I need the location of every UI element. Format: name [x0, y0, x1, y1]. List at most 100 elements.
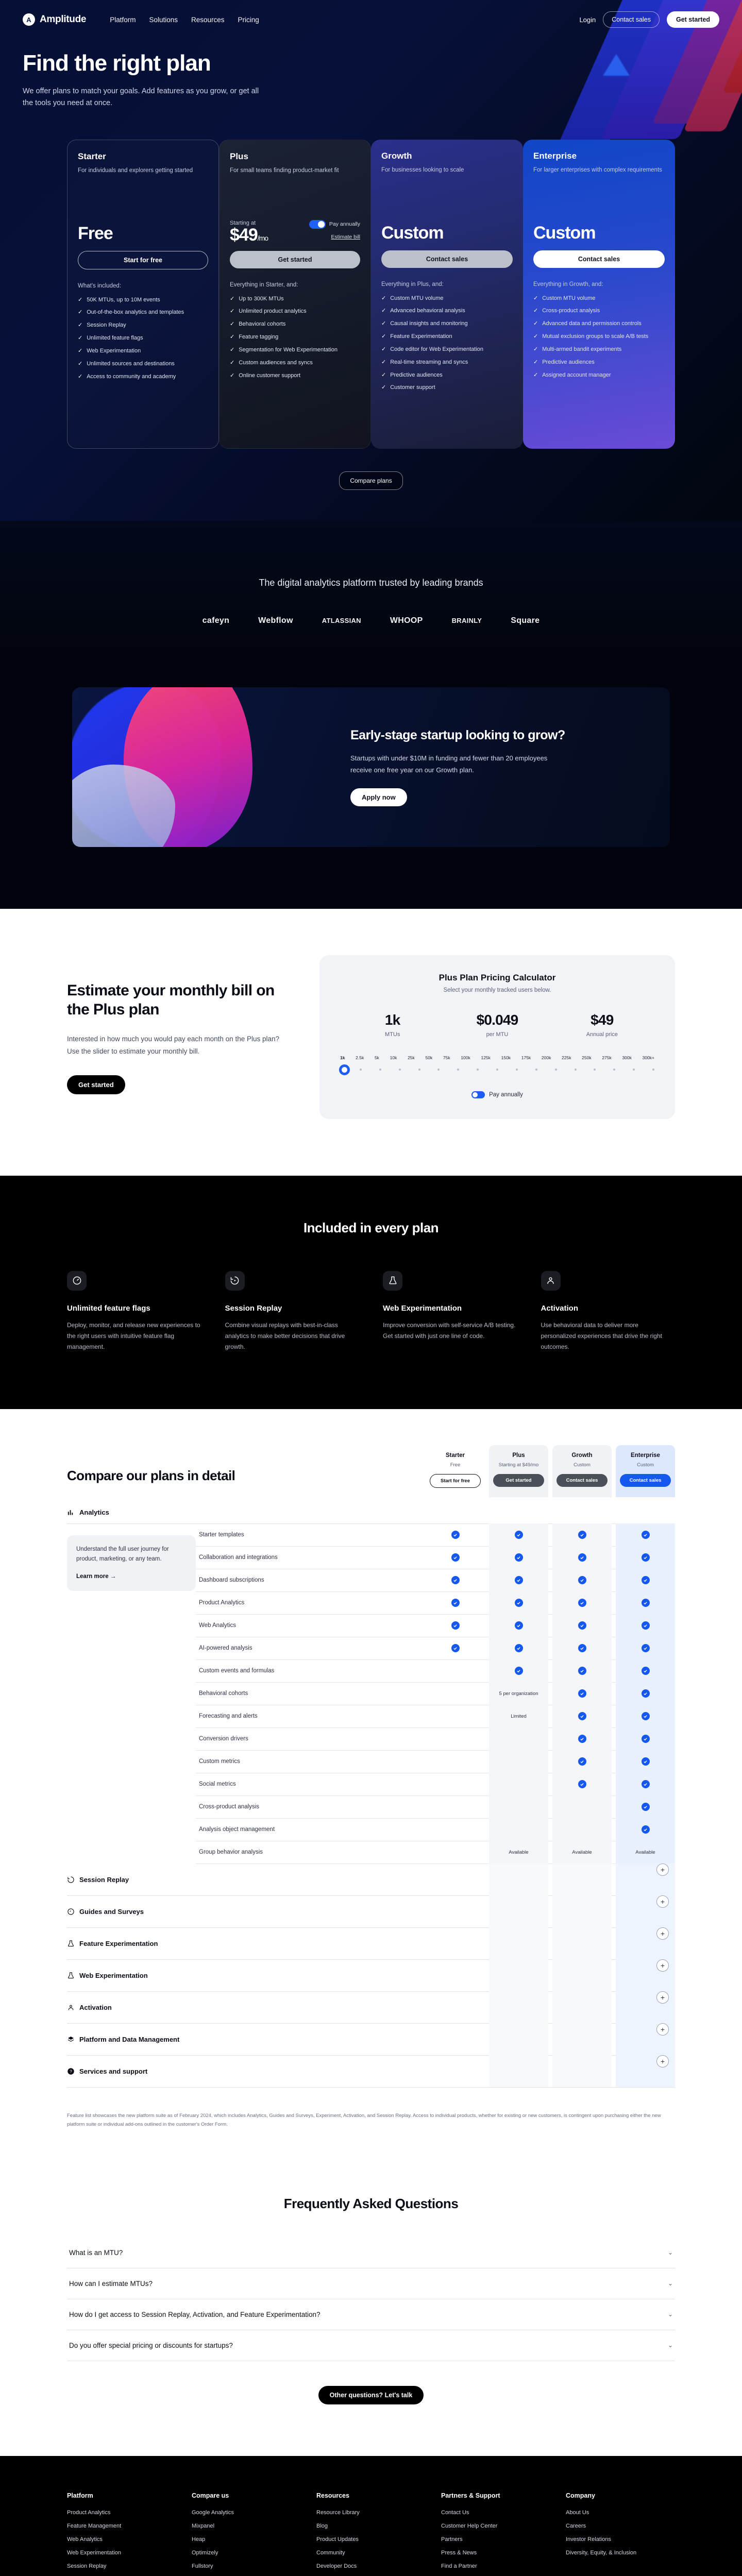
row-label: Collaboration and integrations [199, 1554, 278, 1561]
accordion-cell-growth [552, 1895, 612, 1928]
plan-feature-label: 50K MTUs, up to 10M events [87, 296, 160, 303]
row-label: Starter templates [199, 1532, 244, 1538]
plan-cta-enterprise[interactable]: Contact sales [533, 250, 665, 268]
check-icon [641, 1644, 650, 1653]
slider-handle[interactable] [339, 1064, 350, 1075]
footer-link[interactable]: Careers [566, 2522, 586, 2529]
analytics-learn-more-link[interactable]: Learn more → [76, 1573, 116, 1580]
accordion-cell-growth [552, 1863, 612, 1896]
accordion-row-feature-experimentation[interactable]: Feature Experimentation + [67, 1927, 675, 1960]
estimate-bill-link[interactable]: Estimate bill [331, 233, 360, 240]
plan-feature: ✓ Behavioral cohorts [230, 320, 360, 328]
feature-description: Deploy, monitor, and release new experie… [67, 1321, 200, 1350]
calculator-card: Plus Plan Pricing Calculator Select your… [319, 955, 675, 1119]
nav-item-pricing[interactable]: Pricing [238, 15, 259, 24]
accordion-row-services-and-support[interactable]: ? Services and support + [67, 2055, 675, 2088]
analytics-side-panel: Understand the full user journey for pro… [67, 1524, 196, 1864]
faq-contact-button[interactable]: Other questions? Let's talk [318, 2385, 424, 2404]
toggle-switch-icon [471, 1091, 485, 1098]
faq-item[interactable]: How can I estimate MTUs? ⌄ [67, 2268, 675, 2299]
check-icon: ✓ [78, 335, 83, 342]
compare-cta-plus[interactable]: Get started [493, 1473, 544, 1487]
footer-link[interactable]: Product Updates [316, 2536, 359, 2543]
footer-link[interactable]: Diversity, Equity, & Inclusion [566, 2549, 637, 2556]
plan-cta-growth[interactable]: Contact sales [381, 250, 513, 268]
accordion-expand-button[interactable]: + [656, 2023, 669, 2036]
compare-cell-starter [426, 1546, 485, 1569]
footer-link[interactable]: Customer Help Center [441, 2522, 498, 2529]
footer-link[interactable]: Press & News [441, 2549, 477, 2556]
footer-link[interactable]: Investor Relations [566, 2536, 612, 2543]
footer-link[interactable]: Fullstory [192, 2563, 213, 2569]
accordion-expand-button[interactable]: + [656, 1991, 669, 2004]
footer-link[interactable]: Blog [316, 2522, 328, 2529]
pay-annually-toggle[interactable]: Pay annually [309, 219, 360, 229]
check-icon [641, 1599, 650, 1607]
get-started-button[interactable]: Get started [667, 11, 719, 28]
starting-at-label: Starting at [230, 219, 256, 226]
category-header-analytics[interactable]: Analytics [67, 1497, 675, 1524]
accordion-expand-button[interactable]: + [656, 1959, 669, 1972]
compare-table-disclaimer: Feature list showcases the new platform … [67, 2112, 661, 2127]
accordion-expand-button[interactable]: + [656, 1895, 669, 1908]
footer-link[interactable]: Heap [192, 2536, 206, 2543]
amplitude-logo-icon: A [23, 13, 35, 26]
nav-item-solutions[interactable]: Solutions [149, 15, 178, 24]
footer-link[interactable]: Community [316, 2549, 345, 2556]
accordion-expand-button[interactable]: + [656, 1863, 669, 1876]
accordion-cell-plus [489, 1927, 548, 1960]
footer-link[interactable]: Feature Management [67, 2522, 122, 2529]
startup-promo-section: Early-stage startup looking to grow? Sta… [0, 661, 742, 909]
apply-now-button[interactable]: Apply now [350, 788, 407, 807]
contact-sales-button[interactable]: Contact sales [603, 11, 660, 28]
accordion-row-session-replay[interactable]: Session Replay + [67, 1863, 675, 1896]
nav-item-platform[interactable]: Platform [110, 15, 136, 24]
login-link[interactable]: Login [579, 15, 596, 24]
footer-link[interactable]: Contact Us [441, 2509, 469, 2516]
accordion-label: Guides and Surveys [79, 1907, 144, 1916]
calculator-annual-toggle[interactable]: Pay annually [340, 1091, 654, 1098]
calculator-get-started-button[interactable]: Get started [67, 1075, 125, 1095]
compare-cta-starter[interactable]: Start for free [430, 1473, 481, 1488]
tick-label: 75k [443, 1055, 450, 1060]
accordion-row-web-experimentation[interactable]: Web Experimentation + [67, 1959, 675, 1992]
footer-link[interactable]: Optimizely [192, 2549, 218, 2556]
feature-description: Improve conversion with self-service A/B… [383, 1321, 516, 1340]
faq-item[interactable]: What is an MTU? ⌄ [67, 2238, 675, 2268]
footer-link[interactable]: Web Experimentation [67, 2549, 121, 2556]
compare-cell-plus: Limited [489, 1705, 548, 1728]
compare-cta-growth[interactable]: Contact sales [556, 1473, 608, 1487]
compare-plans-button[interactable]: Compare plans [339, 471, 403, 490]
footer-link[interactable]: Web Analytics [67, 2536, 103, 2543]
mtu-slider[interactable] [339, 1064, 654, 1076]
accordion-row-activation[interactable]: Activation + [67, 1991, 675, 2024]
column-price: Custom [574, 1462, 591, 1468]
footer-link[interactable]: Developer Docs [316, 2563, 357, 2569]
accordion-row-guides-and-surveys[interactable]: Guides and Surveys + [67, 1895, 675, 1928]
footer-link[interactable]: Find a Partner [441, 2563, 477, 2569]
accordion-expand-button[interactable]: + [656, 2055, 669, 2068]
nav-item-resources[interactable]: Resources [191, 15, 225, 24]
footer-link[interactable]: About Us [566, 2509, 589, 2516]
plan-feature-label: Unlimited sources and destinations [87, 360, 175, 367]
footer-link[interactable]: Product Analytics [67, 2509, 111, 2516]
column-name: Starter [445, 1452, 465, 1459]
faq-item[interactable]: Do you offer special pricing or discount… [67, 2330, 675, 2361]
footer-link[interactable]: Mixpanel [192, 2522, 215, 2529]
plan-cta-plus[interactable]: Get started [230, 250, 360, 268]
footer-link[interactable]: Google Analytics [192, 2509, 234, 2516]
footer-link[interactable]: Resource Library [316, 2509, 360, 2516]
accordion-expand-button[interactable]: + [656, 1927, 669, 1940]
plan-cta-starter[interactable]: Start for free [78, 250, 208, 269]
table-row: Behavioral cohorts 5 per organization [196, 1682, 675, 1705]
compare-cta-enterprise[interactable]: Contact sales [620, 1473, 671, 1487]
brand-logo[interactable]: A Amplitude [23, 13, 86, 26]
plan-feature: ✓ Code editor for Web Experimentation [381, 346, 513, 353]
footer-link[interactable]: Session Replay [67, 2563, 107, 2569]
plan-price-block: Starting at $49/mo Pay annually Estimate… [230, 206, 360, 244]
compare-cell-plus [489, 1591, 548, 1615]
accordion-row-platform-and-data-management[interactable]: Platform and Data Management + [67, 2023, 675, 2056]
footer-link[interactable]: Partners [441, 2536, 463, 2543]
faq-item[interactable]: How do I get access to Session Replay, A… [67, 2299, 675, 2330]
compare-cell-plus [489, 1614, 548, 1637]
